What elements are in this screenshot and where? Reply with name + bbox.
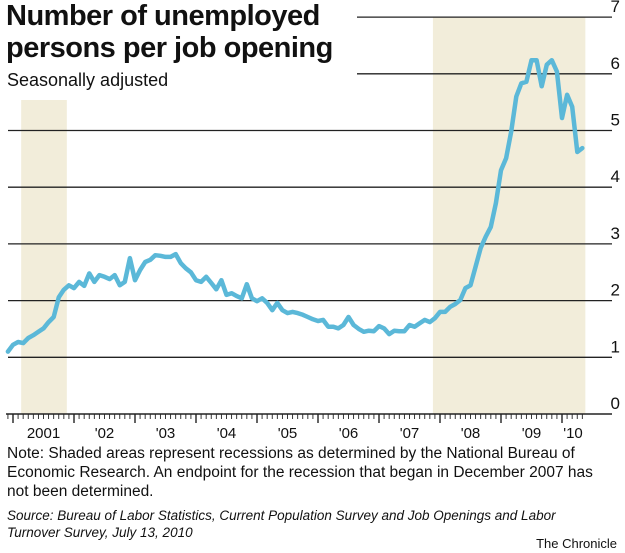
y-tick-label: 2 <box>611 281 620 300</box>
chart: 0 1 2 3 4 5 6 7 2001 '02 '03 '04 '05 '06 '07 '08 '09 '10 <box>5 0 620 442</box>
y-tick-label: 1 <box>611 337 620 356</box>
y-tick-label: 4 <box>611 167 620 186</box>
x-tick-label: '07 <box>400 425 420 442</box>
x-tick-label: '03 <box>156 425 176 442</box>
y-tick-label: 3 <box>611 224 620 243</box>
y-tick-label: 5 <box>611 111 620 130</box>
recession-shade <box>432 17 586 414</box>
x-tick-label: '08 <box>461 425 481 442</box>
chart-title: Number of unemployed persons per job ope… <box>6 0 366 64</box>
x-tick-label: '04 <box>217 425 237 442</box>
chart-source: Source: Bureau of Labor Statistics, Curr… <box>7 508 556 540</box>
x-tick-label: '09 <box>522 425 542 442</box>
chart-note: Note: Shaded areas represent recessions … <box>7 445 593 500</box>
series-line <box>5 57 585 354</box>
x-tick-label: '10 <box>563 425 583 442</box>
recession-shade <box>21 100 67 414</box>
x-tick-label: 2001 <box>27 425 60 442</box>
y-tick-label: 7 <box>611 0 620 16</box>
x-tick-label: '06 <box>339 425 359 442</box>
x-tick-label: '02 <box>95 425 115 442</box>
chart-title-text: Number of unemployed persons per job ope… <box>6 0 333 64</box>
chart-subtitle: Seasonally adjusted <box>7 70 169 90</box>
y-tick-label: 0 <box>611 394 620 413</box>
chart-credit: The Chronicle <box>536 536 617 551</box>
y-tick-label: 6 <box>611 54 620 73</box>
x-tick-label: '05 <box>278 425 298 442</box>
